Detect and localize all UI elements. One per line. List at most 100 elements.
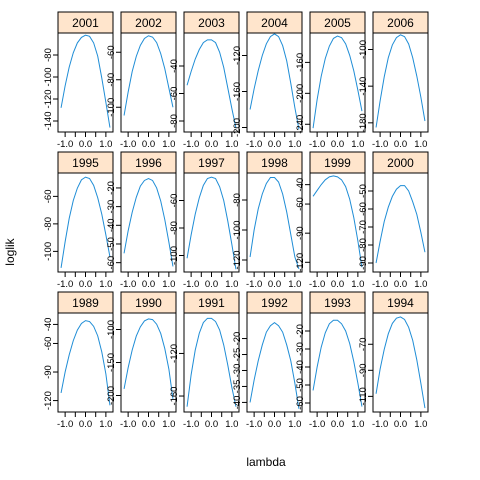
x-tick-label-1999-4: 1.0 — [351, 279, 364, 290]
strip-label-2003: 2003 — [198, 16, 225, 30]
x-tick-label-2000-2: 0.0 — [394, 279, 407, 290]
x-tick-label-1992-4: 1.0 — [288, 419, 301, 430]
strip-label-2001: 2001 — [72, 16, 99, 30]
y-tick-label-2002-0: -100 — [106, 98, 117, 117]
y-tick-label-2003-1: -60 — [169, 87, 180, 101]
y-tick-label-1995-0: -100 — [43, 242, 54, 261]
x-tick-label-2003-4: 1.0 — [225, 139, 238, 150]
panel-1994: 1994 -110 -90 -70 -1.0 0.0 1.0 — [358, 291, 429, 430]
x-tick-label-1994-2: 0.0 — [394, 419, 407, 430]
y-tick-label-1994-1: -90 — [358, 363, 369, 377]
loglik-curve-1990 — [123, 318, 174, 399]
panel-frame-1991 — [183, 312, 240, 413]
y-tick-label-1992-0: -40 — [232, 396, 243, 410]
strip-label-1995: 1995 — [72, 156, 99, 170]
x-tick-label-1996-0: -1.0 — [120, 279, 136, 290]
panel-1996: 1996 -60 -50 -40 -30 -20 -1.0 0.0 1.0 — [106, 151, 177, 290]
strip-label-1990: 1990 — [135, 296, 162, 310]
loglik-curve-1992 — [249, 321, 300, 409]
y-tick-label-1995-1: -80 — [43, 217, 54, 231]
y-tick-label-1999-2: -60 — [295, 197, 306, 211]
y-tick-label-1997-1: -80 — [169, 221, 180, 235]
panel-2001: 2001 -140 -120 -100 -80 -1.0 0.0 1.0 — [43, 11, 114, 150]
strip-label-1993: 1993 — [324, 296, 351, 310]
y-tick-label-2001-1: -120 — [43, 89, 54, 108]
panel-1998: 1998 -120 -100 -80 -1.0 0.0 1.0 — [232, 151, 303, 290]
x-tick-label-2001-2: 0.0 — [79, 139, 92, 150]
y-tick-label-2006-0: -180 — [358, 113, 369, 132]
panel-1999: 1999 -120 -90 -60 -40 -1.0 0.0 1.0 — [295, 151, 366, 290]
y-tick-label-1992-2: -30 — [232, 364, 243, 378]
y-tick-label-2001-0: -140 — [43, 111, 54, 130]
y-tick-label-1993-0: -60 — [295, 396, 306, 410]
panel-frame-1989 — [57, 312, 114, 413]
x-tick-label-2004-4: 1.0 — [288, 139, 301, 150]
x-tick-label-2006-0: -1.0 — [372, 139, 388, 150]
y-tick-label-2002-2: -60 — [106, 45, 117, 59]
panel-1993: 1993 -60 -50 -40 -30 -20 -1.0 0.0 1.0 — [295, 291, 366, 430]
loglik-curve-1993 — [312, 319, 363, 407]
y-axis-title: loglik — [3, 237, 17, 265]
x-tick-label-2005-0: -1.0 — [309, 139, 325, 150]
loglik-curve-1996 — [123, 178, 174, 267]
panel-frame-2000 — [372, 172, 429, 273]
y-tick-label-1997-2: -60 — [169, 194, 180, 208]
y-tick-label-2004-0: -200 — [232, 118, 243, 137]
loglik-curve-1998 — [249, 177, 300, 270]
x-tick-label-1995-2: 0.0 — [79, 279, 92, 290]
loglik-curve-2006 — [375, 34, 426, 128]
strip-label-1992: 1992 — [261, 296, 288, 310]
y-tick-label-1996-4: -20 — [106, 181, 117, 195]
x-tick-label-1999-2: 0.0 — [331, 279, 344, 290]
x-tick-label-1997-2: 0.0 — [205, 279, 218, 290]
x-tick-label-2006-4: 1.0 — [414, 139, 427, 150]
y-tick-label-2005-2: -160 — [295, 53, 306, 72]
y-tick-label-1989-1: -90 — [43, 365, 54, 379]
strip-label-2000: 2000 — [387, 156, 414, 170]
strip-label-2004: 2004 — [261, 16, 288, 30]
panel-frame-1996 — [120, 172, 177, 273]
x-tick-label-2002-4: 1.0 — [162, 139, 175, 150]
strip-label-1989: 1989 — [72, 296, 99, 310]
x-tick-label-2000-0: -1.0 — [372, 279, 388, 290]
x-tick-label-1992-2: 0.0 — [268, 419, 281, 430]
y-tick-label-1990-0: -200 — [106, 386, 117, 405]
x-tick-label-2005-4: 1.0 — [351, 139, 364, 150]
y-tick-label-1991-0: -160 — [169, 387, 180, 406]
x-tick-label-2002-2: 0.0 — [142, 139, 155, 150]
x-tick-label-1995-0: -1.0 — [57, 279, 73, 290]
loglik-curve-1997 — [186, 176, 237, 270]
x-tick-label-1990-2: 0.0 — [142, 419, 155, 430]
y-tick-label-1999-3: -40 — [295, 178, 306, 192]
x-tick-label-1990-4: 1.0 — [162, 419, 175, 430]
x-tick-label-1998-0: -1.0 — [246, 279, 262, 290]
y-tick-label-1998-0: -120 — [232, 250, 243, 269]
x-tick-label-1998-2: 0.0 — [268, 279, 281, 290]
panel-frame-1999 — [309, 172, 366, 273]
y-tick-label-1993-4: -20 — [295, 324, 306, 338]
strip-label-1991: 1991 — [198, 296, 225, 310]
y-tick-label-2005-0: -240 — [295, 115, 306, 134]
strip-label-2002: 2002 — [135, 16, 162, 30]
y-tick-label-1989-2: -60 — [43, 337, 54, 351]
y-tick-label-1996-0: -60 — [106, 256, 117, 270]
panel-frame-2006 — [372, 32, 429, 133]
panel-frame-1995 — [57, 172, 114, 273]
x-tick-label-1997-0: -1.0 — [183, 279, 199, 290]
y-tick-label-1991-1: -120 — [169, 344, 180, 363]
loglik-curve-1989 — [60, 320, 111, 406]
panel-1997: 1997 -100 -80 -60 -1.0 0.0 1.0 — [169, 151, 240, 290]
x-tick-label-1993-4: 1.0 — [351, 419, 364, 430]
y-tick-label-1992-1: -35 — [232, 380, 243, 394]
y-tick-label-2006-1: -140 — [358, 77, 369, 96]
y-tick-label-2004-1: -160 — [232, 82, 243, 101]
y-tick-label-1990-1: -150 — [106, 353, 117, 372]
x-tick-label-2004-0: -1.0 — [246, 139, 262, 150]
panel-1991: 1991 -160 -120 -1.0 0.0 1.0 — [169, 291, 240, 430]
panel-2005: 2005 -240 -200 -160 -1.0 0.0 1.0 — [295, 11, 366, 150]
y-tick-label-1992-4: -20 — [232, 332, 243, 346]
y-tick-label-1993-3: -30 — [295, 342, 306, 356]
x-tick-label-1998-4: 1.0 — [288, 279, 301, 290]
x-tick-label-1989-2: 0.0 — [79, 419, 92, 430]
